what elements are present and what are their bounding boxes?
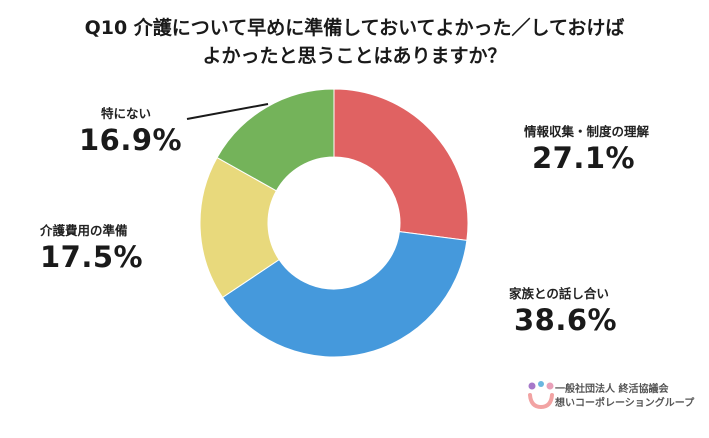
slice-value: 27.1% xyxy=(532,141,636,175)
slice-label-family: 家族との話し合い 38.6% xyxy=(509,286,617,338)
donut-slice-3 xyxy=(216,88,335,192)
slice-value: 16.9% xyxy=(79,123,183,157)
slice-name: 家族との話し合い xyxy=(509,286,609,301)
chart-title: Q10 介護について早めに準備しておいてよかった／しておけば よかったと思うこと… xyxy=(0,14,709,70)
title-line-1: Q10 介護について早めに準備しておいてよかった／しておけば xyxy=(84,17,625,39)
logo-icon xyxy=(528,381,554,410)
donut-slices xyxy=(199,88,469,358)
slice-label-info: 情報収集・制度の理解 27.1% xyxy=(524,124,649,176)
title-line-2: よかったと思うことはありますか？ xyxy=(202,45,507,67)
leader-line xyxy=(186,103,269,120)
slice-value: 17.5% xyxy=(40,240,144,274)
logo-line-2: 想いコーポレーショングループ xyxy=(555,398,695,409)
slice-name: 特にない xyxy=(101,106,152,121)
slice-label-none: 特にない 16.9% xyxy=(79,106,182,158)
slice-label-cost: 介護費用の準備 17.5% xyxy=(40,223,143,275)
slice-name: 介護費用の準備 xyxy=(40,223,128,238)
donut-slice-1 xyxy=(221,231,468,358)
donut-slice-2 xyxy=(199,156,280,299)
logo-text: 一般社団法人 終活協議会 想いコーポレーショングループ xyxy=(555,383,694,411)
slice-value: 38.6% xyxy=(514,303,618,337)
logo-line-1: 一般社団法人 終活協議会 xyxy=(555,384,669,395)
slice-name: 情報収集・制度の理解 xyxy=(524,124,650,139)
donut-slice-0 xyxy=(333,88,469,241)
